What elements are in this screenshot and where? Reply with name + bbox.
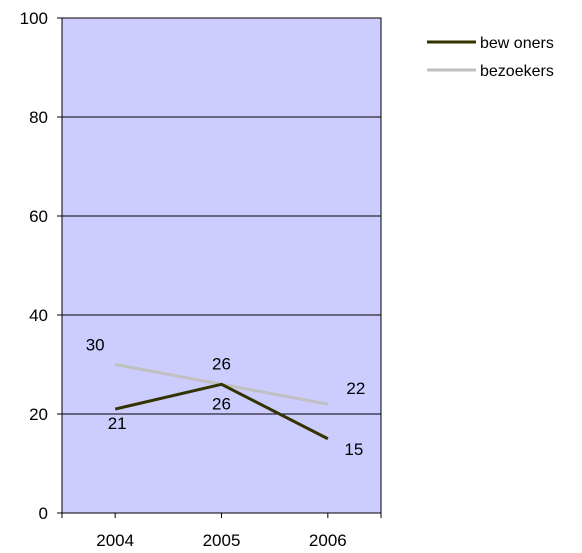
series-lines [114,363,329,441]
data-label: 26 [212,394,231,413]
plot-area [61,17,382,514]
data-label: 21 [108,414,127,433]
y-tick-label: 40 [29,306,48,325]
y-tick-label: 0 [39,504,48,523]
x-tick-label: 2004 [96,531,134,550]
y-tick-label: 80 [29,108,48,127]
data-label: 30 [86,336,105,355]
legend-label: bezoekers [480,63,554,80]
y-tick-label: 100 [20,9,48,28]
gridlines [62,116,381,415]
y-tick-label: 60 [29,207,48,226]
x-tick-label: 2006 [309,531,347,550]
axes: 0 20 40 60 80 100 2004 2005 2006 [20,9,382,550]
legend-label: bew oners [480,35,554,52]
x-tick-label: 2005 [203,531,241,550]
data-label: 26 [212,354,231,373]
y-tick-label: 20 [29,405,48,424]
series-line-bewoners [114,382,329,441]
legend: bew oners bezoekers [427,35,554,80]
data-label: 22 [346,379,365,398]
data-label: 15 [344,440,363,459]
data-labels: 21 26 15 30 26 22 [86,336,366,459]
